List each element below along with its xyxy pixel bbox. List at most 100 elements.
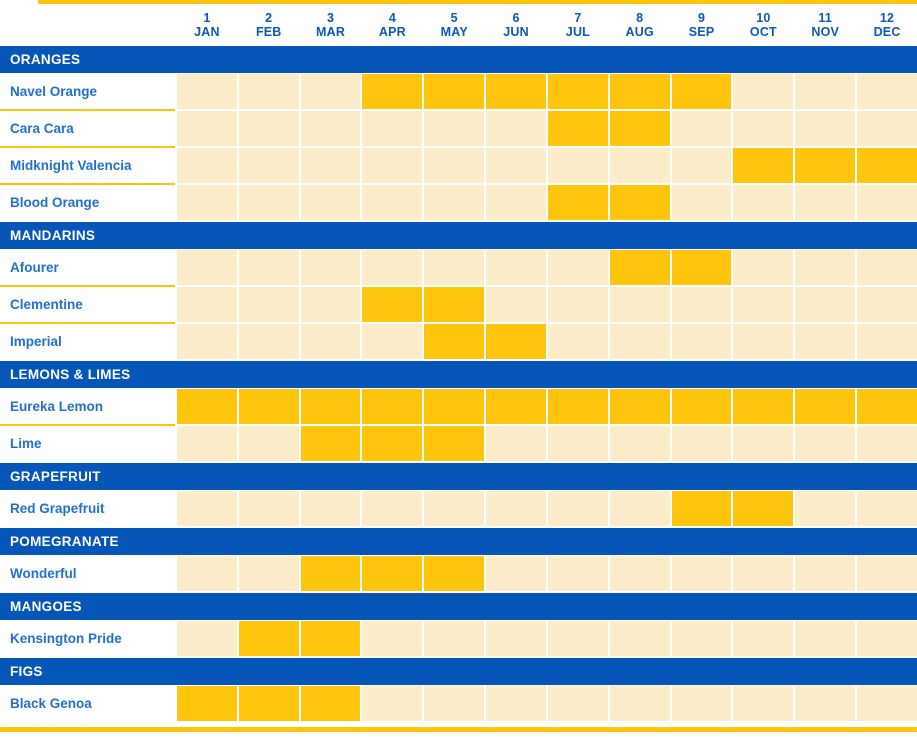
availability-cell-clementine-mar bbox=[300, 287, 361, 322]
availability-cell-red-grapefruit-aug bbox=[609, 491, 670, 526]
month-header-dec: 12 DEC bbox=[857, 9, 917, 40]
availability-cell-black-genoa-apr bbox=[362, 686, 423, 721]
section-header-label: ORANGES bbox=[10, 52, 81, 67]
availability-cell-wonderful-aug bbox=[609, 556, 670, 591]
availability-cell-midknight-valencia-jan bbox=[177, 148, 237, 183]
availability-cell-clementine-feb bbox=[238, 287, 299, 322]
month-abbr: JUN bbox=[503, 25, 529, 39]
month-abbr: MAR bbox=[316, 25, 346, 39]
availability-cell-cara-cara-oct bbox=[733, 111, 794, 146]
availability-cell-cara-cara-sep bbox=[671, 111, 732, 146]
availability-cell-kensington-pride-may bbox=[424, 621, 485, 656]
fruit-row-red-grapefruit: Red Grapefruit bbox=[0, 491, 917, 526]
availability-cell-red-grapefruit-may bbox=[424, 491, 485, 526]
availability-cell-black-genoa-mar bbox=[300, 686, 361, 721]
availability-cell-midknight-valencia-nov bbox=[795, 148, 856, 183]
availability-cell-blood-orange-dec bbox=[857, 185, 917, 220]
availability-cell-black-genoa-nov bbox=[795, 686, 856, 721]
availability-cell-midknight-valencia-mar bbox=[300, 148, 361, 183]
fruit-row-wonderful: Wonderful bbox=[0, 556, 917, 591]
availability-cell-kensington-pride-apr bbox=[362, 621, 423, 656]
availability-cell-blood-orange-oct bbox=[733, 185, 794, 220]
availability-cell-afourer-apr bbox=[362, 250, 423, 285]
availability-cell-afourer-mar bbox=[300, 250, 361, 285]
availability-cell-cara-cara-jun bbox=[486, 111, 546, 146]
section-header-grapefruit: GRAPEFRUIT bbox=[0, 463, 917, 490]
availability-cell-afourer-may bbox=[424, 250, 485, 285]
month-number: 5 bbox=[450, 10, 458, 25]
section-header-label: MANDARINS bbox=[10, 228, 96, 243]
availability-cell-midknight-valencia-sep bbox=[671, 148, 732, 183]
availability-cell-red-grapefruit-nov bbox=[795, 491, 856, 526]
availability-cell-afourer-jun bbox=[486, 250, 546, 285]
month-number: 2 bbox=[265, 10, 273, 25]
availability-cell-midknight-valencia-apr bbox=[362, 148, 423, 183]
availability-cell-eureka-lemon-feb bbox=[238, 389, 299, 424]
fruit-row-label: Clementine bbox=[0, 287, 175, 324]
availability-cell-afourer-dec bbox=[857, 250, 917, 285]
month-header-oct: 10 OCT bbox=[733, 9, 793, 40]
month-header-mar: 3 MAR bbox=[301, 9, 361, 40]
availability-cell-imperial-mar bbox=[300, 324, 361, 359]
availability-cell-kensington-pride-dec bbox=[857, 621, 917, 656]
bottom-border-line bbox=[0, 727, 917, 732]
availability-cell-midknight-valencia-oct bbox=[733, 148, 794, 183]
fruit-row-label: Midknight Valencia bbox=[0, 148, 175, 185]
availability-cell-black-genoa-jul bbox=[547, 686, 608, 721]
fruit-row-afourer: Afourer bbox=[0, 250, 917, 287]
month-abbr: MAY bbox=[440, 25, 468, 39]
availability-cell-midknight-valencia-dec bbox=[857, 148, 917, 183]
availability-cell-afourer-jan bbox=[177, 250, 237, 285]
availability-cell-eureka-lemon-jul bbox=[547, 389, 608, 424]
availability-cell-clementine-apr bbox=[362, 287, 423, 322]
availability-cell-imperial-oct bbox=[733, 324, 794, 359]
availability-cell-black-genoa-sep bbox=[671, 686, 732, 721]
availability-cell-wonderful-may bbox=[424, 556, 485, 591]
availability-cell-imperial-jun bbox=[486, 324, 546, 359]
availability-cell-black-genoa-oct bbox=[733, 686, 794, 721]
fruit-row-navel-orange: Navel Orange bbox=[0, 74, 917, 111]
availability-cell-blood-orange-aug bbox=[609, 185, 670, 220]
fruit-row-lime: Lime bbox=[0, 426, 917, 461]
section-header-oranges: ORANGES bbox=[0, 46, 917, 73]
availability-cell-afourer-jul bbox=[547, 250, 608, 285]
availability-cell-navel-orange-jul bbox=[547, 74, 608, 109]
availability-cell-kensington-pride-nov bbox=[795, 621, 856, 656]
availability-cell-cara-cara-may bbox=[424, 111, 485, 146]
availability-cell-cara-cara-jul bbox=[547, 111, 608, 146]
availability-cell-navel-orange-dec bbox=[857, 74, 917, 109]
availability-cell-lime-mar bbox=[300, 426, 361, 461]
section-header-mandarins: MANDARINS bbox=[0, 222, 917, 249]
month-header-jun: 6 JUN bbox=[486, 9, 546, 40]
availability-cell-wonderful-mar bbox=[300, 556, 361, 591]
availability-cell-navel-orange-jun bbox=[486, 74, 546, 109]
availability-cell-eureka-lemon-apr bbox=[362, 389, 423, 424]
month-header-row: 1 JAN 2 FEB 3 MAR 4 APR 5 MAY 6 JUN 7 JUL 8 AUG 9 SEP 10 OC… bbox=[0, 4, 917, 44]
availability-cell-midknight-valencia-jul bbox=[547, 148, 608, 183]
availability-cell-kensington-pride-sep bbox=[671, 621, 732, 656]
availability-cell-blood-orange-nov bbox=[795, 185, 856, 220]
availability-cell-imperial-apr bbox=[362, 324, 423, 359]
month-header-may: 5 MAY bbox=[424, 9, 484, 40]
month-number: 10 bbox=[756, 10, 771, 25]
fruit-row-eureka-lemon: Eureka Lemon bbox=[0, 389, 917, 426]
availability-cell-clementine-oct bbox=[733, 287, 794, 322]
month-number: 7 bbox=[574, 10, 582, 25]
availability-cell-wonderful-jan bbox=[177, 556, 237, 591]
availability-cell-imperial-may bbox=[424, 324, 485, 359]
availability-cell-imperial-jan bbox=[177, 324, 237, 359]
month-abbr: APR bbox=[378, 25, 406, 39]
month-number: 9 bbox=[697, 10, 706, 25]
availability-cell-kensington-pride-jan bbox=[177, 621, 237, 656]
availability-cell-afourer-feb bbox=[238, 250, 299, 285]
availability-cell-lime-feb bbox=[238, 426, 299, 461]
section-header-pomegranate: POMEGRANATE bbox=[0, 528, 917, 555]
availability-cell-black-genoa-may bbox=[424, 686, 485, 721]
availability-cell-kensington-pride-feb bbox=[238, 621, 299, 656]
availability-cell-navel-orange-may bbox=[424, 74, 485, 109]
availability-cell-red-grapefruit-feb bbox=[238, 491, 299, 526]
availability-cell-blood-orange-mar bbox=[300, 185, 361, 220]
availability-cell-black-genoa-dec bbox=[857, 686, 917, 721]
month-abbr: SEP bbox=[688, 25, 715, 39]
